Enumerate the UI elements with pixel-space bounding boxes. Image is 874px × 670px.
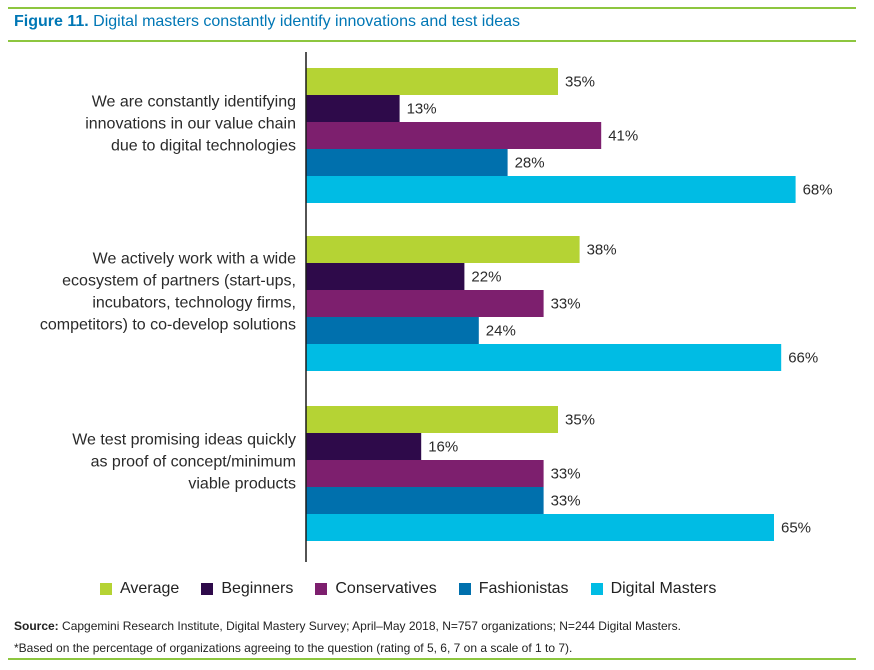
legend-label: Digital Masters	[610, 580, 717, 597]
source-note: Source: Capgemini Research Institute, Di…	[14, 619, 681, 633]
data-label: 41%	[608, 128, 638, 145]
legend-label: Average	[120, 580, 180, 597]
category-label: We are constantly identifying	[92, 94, 296, 111]
bar	[306, 95, 400, 122]
bar	[306, 290, 544, 317]
top-rule	[8, 7, 856, 9]
data-label: 33%	[551, 296, 581, 313]
chart-legend: Average Beginners Conservatives Fashionista…	[100, 580, 738, 598]
data-label: 33%	[551, 493, 581, 510]
data-label: 66%	[788, 350, 818, 367]
bottom-rule	[8, 658, 856, 660]
bar	[306, 149, 508, 176]
bar	[306, 514, 774, 541]
category-label: ecosystem of partners (start-ups,	[62, 273, 296, 290]
title-rule	[8, 40, 856, 42]
data-label: 35%	[565, 74, 595, 91]
bar	[306, 487, 544, 514]
legend-swatch	[315, 583, 328, 595]
bar	[306, 317, 479, 344]
bar	[306, 176, 796, 203]
bar-chart: 35% 13% 41% 28% 68% We are constantly identif…	[40, 52, 833, 562]
legend-item: Fashionistas	[458, 580, 569, 598]
legend-item: Conservatives	[315, 580, 437, 598]
legend-label: Conservatives	[335, 580, 437, 597]
bar	[306, 344, 782, 371]
legend-item: Digital Masters	[590, 580, 717, 598]
bar	[306, 122, 602, 149]
legend-swatch	[458, 583, 471, 595]
legend-label: Fashionistas	[478, 580, 569, 597]
figure-title: Figure 11. Digital masters constantly id…	[14, 13, 520, 31]
data-label: 24%	[486, 323, 516, 340]
data-label: 16%	[428, 439, 458, 456]
data-label: 38%	[587, 242, 617, 259]
category-label: We actively work with a wide	[93, 251, 296, 268]
bar	[306, 68, 558, 95]
source-label: Source:	[14, 619, 59, 633]
bar	[306, 236, 580, 263]
category-label: as proof of concept/minimum	[91, 454, 296, 471]
category-label: innovations in our value chain	[85, 116, 296, 133]
category-label: incubators, technology firms,	[92, 295, 296, 312]
data-label: 13%	[407, 101, 437, 118]
legend-item: Average	[100, 580, 179, 598]
figure-label: Figure 11.	[14, 13, 89, 30]
bar	[306, 406, 558, 433]
legend-swatch	[100, 583, 112, 595]
data-label: 65%	[781, 520, 811, 537]
legend-label: Beginners	[221, 580, 294, 597]
bar	[306, 263, 465, 290]
legend-swatch	[201, 583, 214, 595]
data-label: 22%	[471, 269, 501, 286]
category-label: We test promising ideas quickly	[72, 432, 296, 449]
data-label: 35%	[565, 412, 595, 429]
data-label: 33%	[551, 466, 581, 483]
bar	[306, 433, 422, 460]
source-text: Capgemini Research Institute, Digital Ma…	[58, 619, 681, 633]
category-label: due to digital technologies	[111, 138, 296, 155]
legend-item: Beginners	[201, 580, 293, 598]
data-label: 68%	[803, 182, 833, 199]
legend-swatch	[590, 583, 603, 595]
footnote: *Based on the percentage of organization…	[14, 641, 573, 655]
category-label: viable products	[188, 476, 296, 493]
bar	[306, 460, 544, 487]
figure-title-text: Digital masters constantly identify inno…	[93, 13, 521, 30]
category-label: competitors) to co-develop solutions	[40, 317, 296, 334]
data-label: 28%	[515, 155, 545, 172]
